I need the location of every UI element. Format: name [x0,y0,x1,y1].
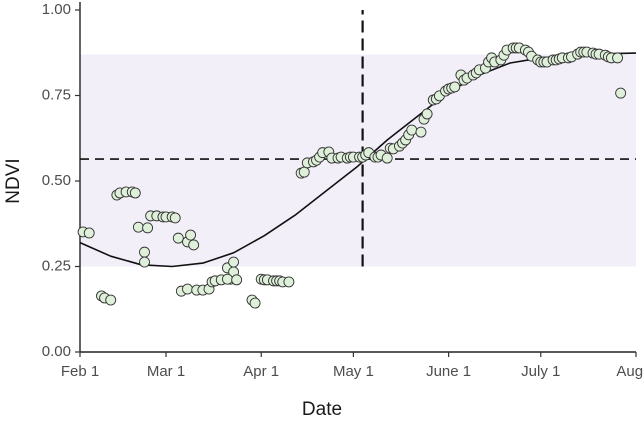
data-point [421,108,433,120]
data-point [105,294,117,306]
data-point [449,81,461,93]
y-tick-label: 0.00 [42,343,71,360]
data-point [132,221,144,233]
data-point [612,52,624,64]
x-tick-label: Aug 1 [616,363,644,380]
x-tick-label: Feb 1 [61,363,99,380]
x-tick-label: Mar 1 [147,363,185,380]
y-axis-title: NDVI [3,158,24,203]
data-point [228,256,240,268]
data-point [221,273,233,285]
data-point [298,166,310,178]
data-point [169,212,181,224]
data-point [182,283,193,295]
data-point [381,152,393,164]
data-point [172,232,184,244]
x-tick-label: June 1 [426,363,471,380]
data-point [129,187,141,199]
y-tick-label: 0.75 [42,86,71,103]
data-point [283,276,295,288]
x-axis-title: Date [302,399,342,420]
y-tick-label: 1.00 [42,1,71,18]
data-point [139,246,150,258]
x-tick-label: July 1 [521,363,560,380]
data-point [83,227,95,239]
data-point [415,126,427,138]
data-point [188,239,200,251]
y-tick-label: 0.25 [42,257,71,274]
data-point [142,222,154,234]
y-tick-label: 0.50 [42,172,71,189]
plot-area: 0.00 0.25 0.50 0.75 1.00 Feb 1 Mar 1 Apr 1 May 1… [42,1,644,380]
data-point [231,274,243,286]
data-point [615,87,627,99]
data-point [185,229,197,241]
data-point [139,256,150,268]
x-tick-label: Apr 1 [243,363,279,380]
data-point [406,124,418,136]
data-point [249,297,261,309]
x-tick-label: May 1 [333,363,374,380]
